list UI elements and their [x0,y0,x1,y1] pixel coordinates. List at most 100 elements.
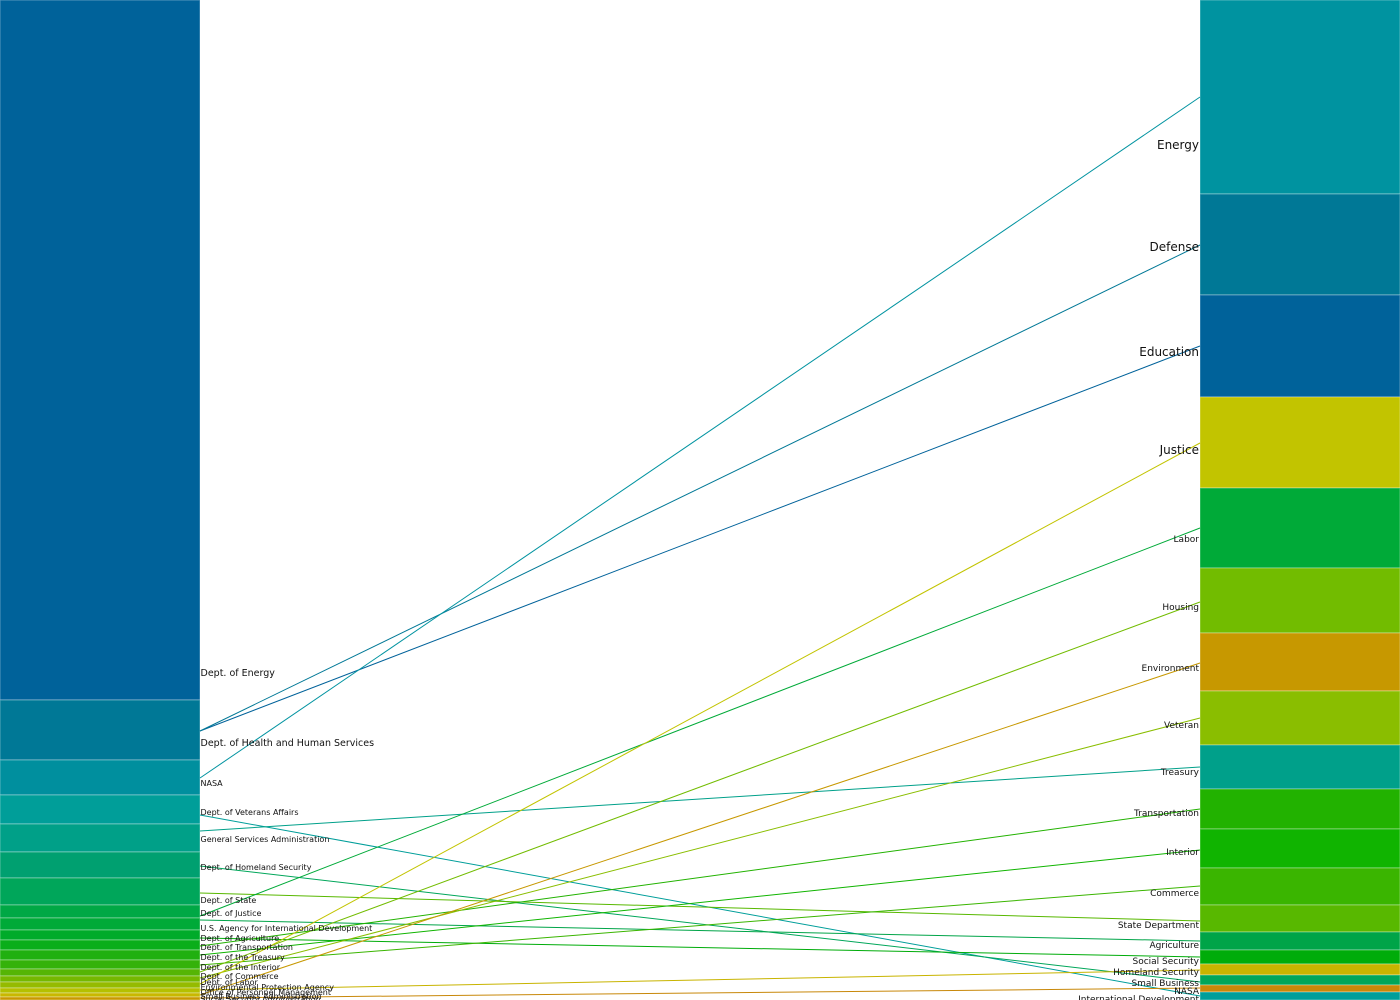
right-segment-interior[interactable] [1199,828,1400,869]
left-segment-social-security-administration[interactable] [0,996,201,1000]
left-segment-dept-of-the-interior[interactable] [0,959,201,970]
left-label: Dept. of Commerce [201,972,279,981]
right-label: Treasury [1160,768,1200,778]
left-label: Dept. of State [201,896,257,905]
right-label: NASA [1174,987,1200,997]
left-label: Dept. of Justice [201,909,262,918]
right-segment-nasa[interactable] [1199,984,1400,993]
right-segment-international-development[interactable] [1199,991,1400,1000]
link-dept-of-the-interior-to-commerce[interactable] [199,885,1201,966]
left-label: Dept. of Labor [201,978,259,987]
right-label: Interior [1166,848,1199,858]
right-label: Justice [1159,443,1199,457]
connector-lines [199,96,1201,999]
right-segment-veteran[interactable] [1199,690,1400,746]
right-label: Education [1139,345,1199,359]
right-segment-education[interactable] [1199,294,1400,398]
left-segment-nasa[interactable] [0,759,201,796]
right-label: Transportation [1133,809,1199,819]
right-label: Homeland Security [1113,968,1200,978]
left-segment-office-of-personnel-management[interactable] [0,987,201,994]
right-segment-commerce[interactable] [1199,867,1400,906]
right-segment-housing[interactable] [1199,567,1400,634]
right-segment-energy[interactable] [1199,0,1400,195]
left-label: Small Business Administration [201,992,322,1000]
left-label: Dept. of Veterans Affairs [201,808,299,817]
right-label: Environment [1142,664,1200,674]
link-social-security-administration-to-nasa[interactable] [199,987,1201,999]
left-label: Dept. of Agriculture [201,934,280,943]
left-label: Office of Personnel Management [201,988,332,997]
right-label: Labor [1174,535,1200,545]
left-label: Social Security Administration [201,995,321,1000]
left-label: Dept. of Transportation [201,943,293,952]
link-dept-of-commerce-to-housing[interactable] [199,601,1201,973]
left-segment-dept-of-labor[interactable] [0,975,201,983]
right-segment-transportation[interactable] [1199,788,1400,830]
left-segment-dept-of-veterans-affairs[interactable] [0,794,201,825]
left-segment-dept-of-the-treasury[interactable] [0,949,201,961]
left-label: Environmental Protection Agency [201,983,335,992]
left-label: General Services Administration [201,835,330,844]
left-label: U.S. Agency for International Developmen… [201,924,373,933]
right-segment-treasury[interactable] [1199,744,1400,790]
link-dept-of-justice-to-labor[interactable] [199,527,1201,917]
left-segment-dept-of-energy[interactable] [0,0,201,701]
right-segment-social-security[interactable] [1199,949,1400,965]
link-environmental-protection-agency-to-justice[interactable] [199,442,1201,985]
right-label: Small Business [1131,979,1199,989]
left-label: Dept. of Energy [201,668,276,679]
right-segment-state-department[interactable] [1199,904,1400,933]
link-dept-of-the-treasury-to-interior[interactable] [199,849,1201,956]
right-label: Veteran [1164,721,1199,731]
left-label: NASA [201,779,224,788]
right-segment-labor[interactable] [1199,487,1400,569]
left-segment-dept-of-state[interactable] [0,877,201,906]
left-segment-general-services-administration[interactable] [0,823,201,853]
left-column [0,0,201,1000]
right-label: State Department [1118,921,1200,931]
right-segment-agriculture[interactable] [1199,931,1400,951]
right-segment-small-business[interactable] [1199,974,1400,986]
left-segment-dept-of-homeland-security[interactable] [0,851,201,879]
left-segment-dept-of-health-and-human-services[interactable] [0,699,201,761]
right-label: Energy [1157,138,1199,152]
link-general-services-administration-to-treasury[interactable] [199,766,1201,832]
left-label: Dept. of Health and Human Services [201,738,375,749]
right-label: Commerce [1150,889,1199,899]
left-segment-dept-of-justice[interactable] [0,904,201,919]
link-small-business-administration-to-environment[interactable] [199,662,1201,996]
left-labels: Dept. of Energy Dept. of Health and Human… [201,668,375,1000]
left-segment-small-business-administration[interactable] [0,992,201,998]
right-column [1199,0,1400,1000]
right-segment-defense[interactable] [1199,193,1400,296]
right-label: Social Security [1132,957,1199,967]
link-office-of-personnel-management-to-homeland-security[interactable] [199,969,1201,991]
link-dept-of-state-to-state-department[interactable] [199,892,1201,922]
left-segment-dept-of-agriculture[interactable] [0,929,201,941]
link-dept-of-homeland-security-to-small-business[interactable] [199,865,1201,983]
right-segment-justice[interactable] [1199,396,1400,489]
left-label: Dept. of the Treasury [201,953,285,962]
right-label: Defense [1150,240,1199,254]
right-label: International Development [1078,995,1199,1000]
link-dept-of-agriculture-to-social-security[interactable] [199,937,1201,958]
left-segment-dept-of-commerce[interactable] [0,968,201,977]
right-labels: Energy Defense Education Justice Labor Housin… [1078,138,1200,1000]
link-dept-of-labor-to-veteran[interactable] [199,717,1201,979]
link-nasa-to-energy[interactable] [199,96,1201,779]
link-dept-of-energy-to-education[interactable] [199,345,1201,732]
right-label: Housing [1162,603,1199,613]
left-segment-environmental-protection-agency[interactable] [0,981,201,989]
left-segment-dept-of-transportation[interactable] [0,939,201,951]
right-segment-homeland-security[interactable] [1199,963,1400,976]
link-dept-of-transportation-to-transportation[interactable] [199,808,1201,947]
link-dept-of-veterans-affairs-to-international-development[interactable] [199,814,1201,997]
left-label: Dept. of Homeland Security [201,863,312,872]
right-label: Agriculture [1150,941,1200,951]
left-segment-u-s-agency-for-international-development[interactable] [0,917,201,931]
right-segment-environment[interactable] [1199,632,1400,692]
left-label: Dept. of the Interior [201,963,281,972]
link-dept-of-health-and-human-services-to-defense[interactable] [199,244,1201,732]
